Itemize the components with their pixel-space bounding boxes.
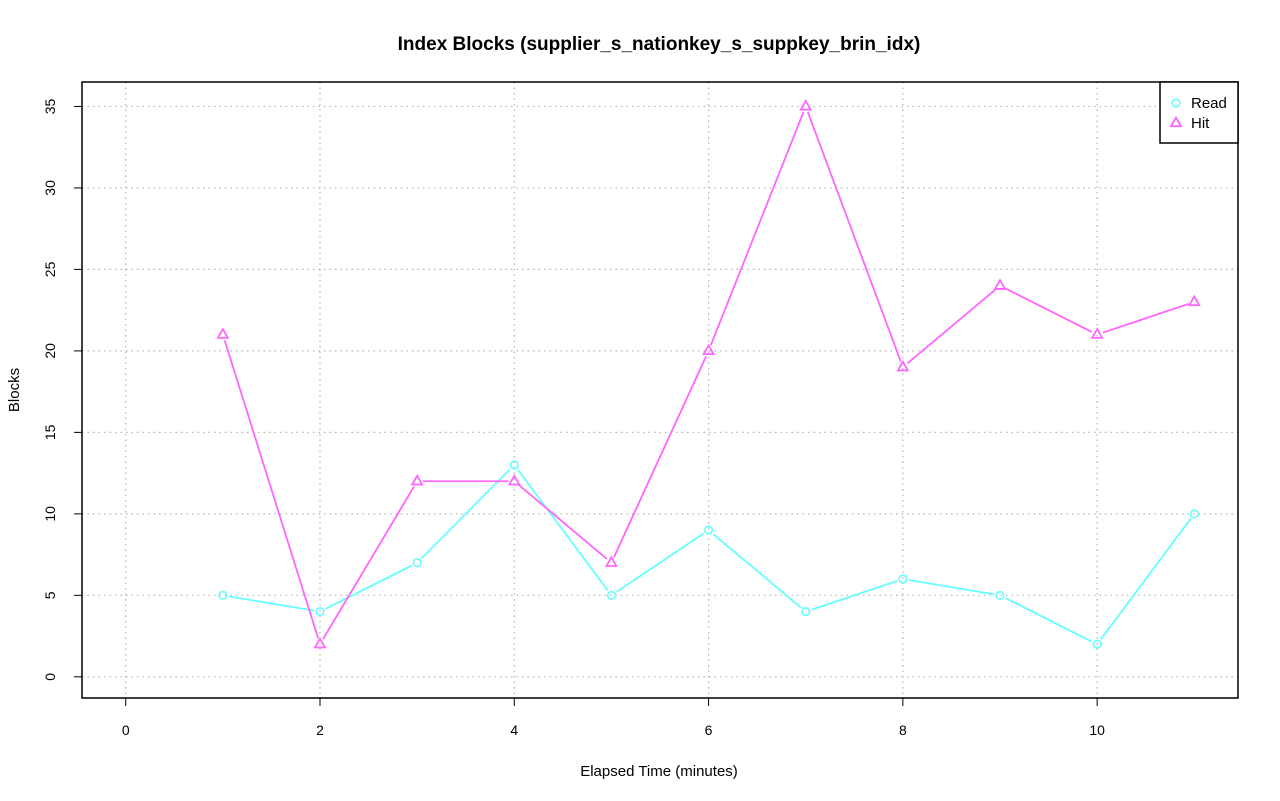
series-hit-segment	[322, 485, 415, 640]
series-read-point	[1189, 509, 1199, 519]
series-read-point	[801, 607, 811, 617]
y-tick-label: 5	[42, 591, 58, 599]
legend: Read Hit	[1159, 81, 1239, 144]
series-read-point	[703, 525, 714, 535]
axes: 0 2 4 6 8 10 0 5 10 15 20 25 30 35	[42, 98, 1105, 738]
y-tick-label: 30	[42, 180, 58, 196]
y-tick-label: 0	[42, 673, 58, 681]
x-tick-label: 8	[899, 722, 907, 738]
y-tick-label: 15	[42, 424, 58, 440]
series-read-segment	[324, 564, 413, 610]
x-tick-label: 6	[705, 722, 713, 738]
x-tick-label: 4	[510, 722, 518, 738]
series-read-point	[412, 558, 422, 568]
series-hit-segment	[1102, 303, 1189, 334]
series-hit-point	[799, 99, 813, 111]
legend-symbol-hit	[1169, 115, 1183, 128]
series-read-segment	[908, 579, 995, 596]
series-read-segment	[420, 468, 511, 560]
series-hit-point	[993, 278, 1007, 290]
series-read-point	[315, 607, 325, 617]
series-read-segment	[1004, 597, 1093, 643]
y-tick-label: 35	[42, 98, 58, 114]
series-hit-point	[410, 473, 424, 486]
series-read-point	[898, 574, 908, 584]
series-hit-point	[896, 359, 910, 372]
y-tick-label: 10	[42, 506, 58, 522]
plot-frame	[81, 81, 1239, 699]
series-read-segment	[712, 533, 802, 609]
series-hit-point	[507, 473, 521, 486]
series-hit-point	[216, 327, 230, 339]
series-read-point	[509, 460, 519, 470]
series-hit-point	[313, 636, 327, 649]
series-hit-point	[702, 343, 716, 356]
series-read-point	[995, 590, 1005, 600]
series-read-segment	[517, 469, 609, 592]
series-hit-segment	[806, 111, 902, 362]
series-hit-segment	[223, 340, 320, 639]
legend-symbol-read	[1171, 98, 1181, 108]
y-tick-label: 25	[42, 261, 58, 277]
y-tick-label: 20	[42, 343, 58, 359]
x-axis-label: Elapsed Time (minutes)	[580, 763, 738, 780]
series-hit-segment	[518, 484, 608, 560]
x-tick-label: 0	[122, 722, 130, 738]
legend-label-hit: Hit	[1191, 115, 1210, 132]
series-read-point	[606, 590, 617, 600]
series-hit-segment	[906, 288, 996, 365]
series-read-point	[1092, 639, 1102, 649]
chart-title: Index Blocks (supplier_s_nationkey_s_sup…	[398, 34, 921, 55]
series-read-point	[218, 590, 228, 600]
series-read-segment	[228, 595, 315, 612]
series-hit-point	[1187, 294, 1201, 307]
series-hit-point	[604, 555, 618, 567]
grid	[82, 82, 1238, 698]
legend-box	[1159, 81, 1239, 144]
series-hit-point	[1090, 327, 1104, 339]
series-layer	[216, 99, 1201, 649]
series-read-segment	[615, 532, 705, 593]
series-read-segment	[811, 580, 898, 611]
y-axis-label: Blocks	[6, 368, 23, 412]
series-read-segment	[1100, 518, 1192, 640]
series-hit-segment	[1004, 287, 1093, 333]
x-tick-label: 2	[316, 722, 324, 738]
series-hit-segment	[613, 355, 707, 558]
series-hit-segment	[709, 111, 805, 346]
legend-label-read: Read	[1191, 95, 1227, 112]
x-tick-label: 10	[1089, 722, 1105, 738]
